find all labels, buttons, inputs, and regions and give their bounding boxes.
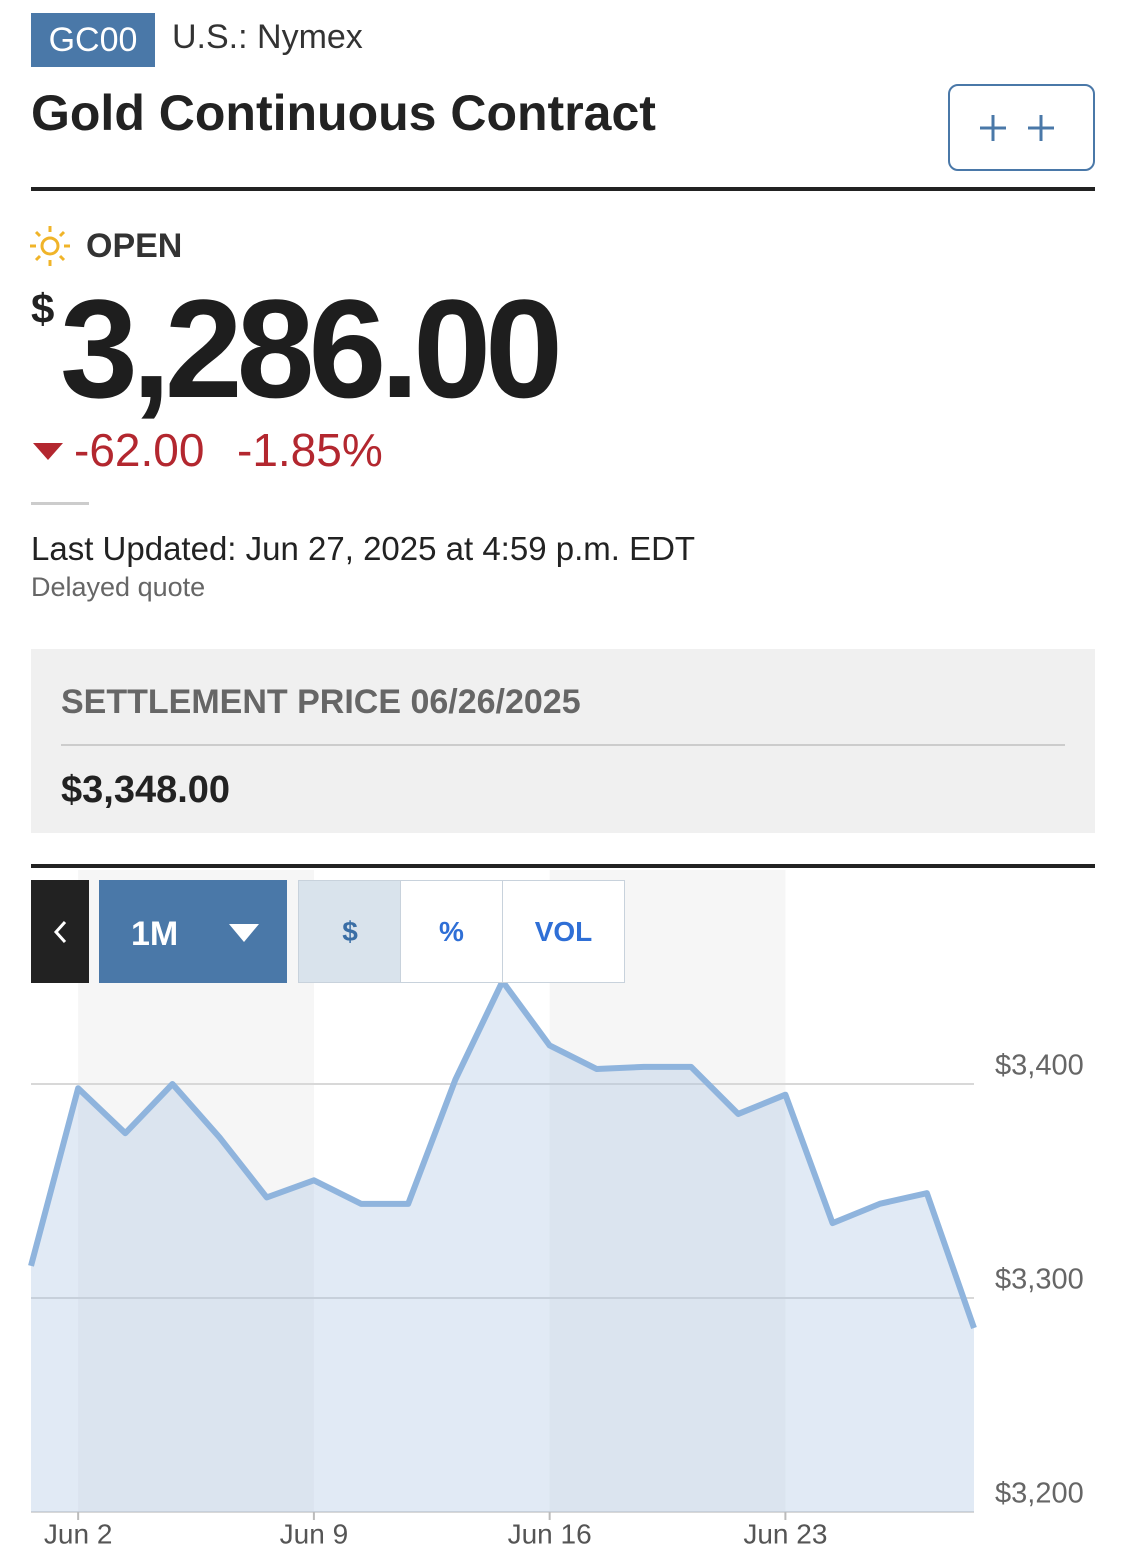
mode-button[interactable]: $ — [298, 880, 402, 983]
mode-button[interactable]: VOL — [502, 880, 625, 983]
y-tick-label: $3,200 — [995, 1478, 1084, 1510]
mode-button[interactable]: % — [400, 880, 503, 983]
range-dropdown[interactable]: 1M — [99, 880, 287, 983]
chevron-icon — [53, 920, 67, 944]
dropdown-arrow — [229, 924, 259, 942]
add-watchlist-button[interactable] — [948, 84, 1095, 171]
price-change-percent: -1.85% — [237, 424, 383, 476]
settlement-box: SETTLEMENT PRICE 06/26/2025 $3,348.00 — [31, 649, 1095, 833]
market-status: OPEN — [86, 227, 183, 265]
down-arrow — [33, 443, 63, 460]
last-updated: Last Updated: Jun 27, 2025 at 4:59 p.m. … — [31, 530, 696, 567]
divider — [31, 864, 1095, 868]
currency-symbol: $ — [31, 285, 55, 332]
y-tick-label: $3,400 — [995, 1050, 1084, 1082]
plus-icons — [980, 115, 1054, 141]
sun-icon — [30, 226, 70, 266]
short-rule — [31, 502, 89, 505]
y-tick-label: $3,300 — [995, 1264, 1084, 1296]
symbol-badge: GC00 — [31, 13, 155, 67]
x-tick-label: Jun 9 — [280, 1518, 349, 1549]
exchange: U.S.: Nymex — [172, 18, 363, 56]
page-title: Gold Continuous Contract — [31, 85, 656, 141]
x-tick-label: Jun 16 — [508, 1518, 592, 1549]
settlement-rule — [61, 744, 1065, 746]
price: 3,286.00 — [60, 270, 563, 427]
range-label: 1M — [131, 915, 179, 953]
x-tick-label: Jun 23 — [743, 1518, 827, 1549]
price-chart: $3,200 $3,300 $3,400 Jun 2 Jun 9 Jun 16 Jun 23 — [28, 870, 1084, 1549]
delay-note: Delayed quote — [31, 572, 206, 602]
settlement-label: SETTLEMENT PRICE 06/26/2025 — [61, 683, 581, 721]
back-button[interactable] — [31, 880, 89, 983]
settlement-value: $3,348.00 — [61, 769, 231, 811]
price-change: -62.00 — [74, 424, 205, 476]
divider — [31, 187, 1095, 191]
x-tick-label: Jun 2 — [44, 1518, 113, 1549]
